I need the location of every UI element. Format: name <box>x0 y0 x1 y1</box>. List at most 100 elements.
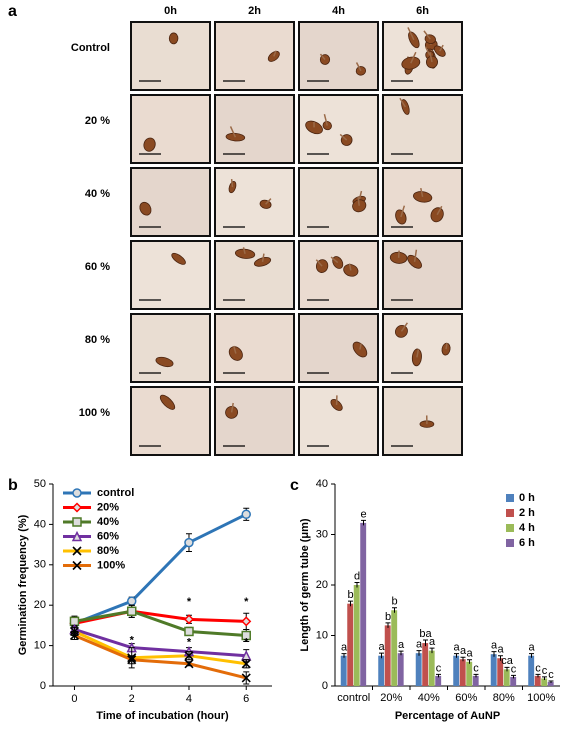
germ-tube <box>416 349 420 358</box>
error-bar <box>529 653 534 658</box>
row-label: 100 % <box>79 407 110 419</box>
significance-letter: a <box>416 639 423 651</box>
y-axis-label: Germination frequency (%) <box>17 514 29 655</box>
error-bar <box>361 519 366 526</box>
bar <box>453 655 460 686</box>
significance-letter: b <box>391 596 397 608</box>
column-header: 2h <box>248 5 261 17</box>
germ-tube <box>315 259 323 267</box>
error-bar <box>392 607 397 613</box>
significance-letter: b <box>347 589 353 601</box>
row-label: 80 % <box>85 334 110 346</box>
legend-label: 100% <box>97 559 125 571</box>
bar <box>472 675 479 686</box>
marker <box>127 655 137 665</box>
significance-letter: ba <box>419 628 432 640</box>
germ-tube <box>410 51 417 64</box>
micrograph <box>214 386 295 456</box>
error-bar <box>398 650 404 656</box>
row-label: 60 % <box>85 261 110 273</box>
panel-label: a <box>8 3 17 20</box>
legend-label: 0 h <box>519 492 535 504</box>
micrograph <box>214 313 295 383</box>
x-tick-label: 0 <box>71 693 77 705</box>
y-tick-label: 50 <box>34 478 46 490</box>
micrograph <box>298 386 379 456</box>
germ-tube <box>399 97 407 108</box>
spore <box>159 394 176 410</box>
y-tick-label: 30 <box>316 528 328 540</box>
legend-marker <box>72 488 82 498</box>
germ-tube <box>348 263 352 271</box>
spore <box>168 32 179 45</box>
y-tick-label: 0 <box>40 680 46 692</box>
y-axis-label: Length of germ tube (μm) <box>299 518 311 652</box>
legend-marker <box>72 517 82 527</box>
germ-tube <box>261 253 265 262</box>
error-bar <box>341 653 347 658</box>
significance-letter: c <box>436 662 442 674</box>
significance-letter: a <box>466 648 473 660</box>
marker <box>241 616 252 627</box>
y-tick-label: 10 <box>34 640 46 652</box>
significance-letter: a <box>378 641 385 653</box>
legend-swatch <box>506 494 514 502</box>
x-tick-label: 100% <box>527 692 555 704</box>
error-bar <box>498 655 503 661</box>
legend-marker <box>71 530 83 542</box>
column-header: 6h <box>416 5 429 17</box>
micrograph <box>382 240 463 310</box>
bar <box>347 603 354 686</box>
error-bar <box>454 653 459 658</box>
bar <box>415 653 422 686</box>
germ-tube <box>429 52 433 63</box>
micrograph <box>130 240 211 310</box>
series-line <box>73 512 247 625</box>
germ-tube <box>355 62 362 72</box>
micrograph <box>130 313 211 383</box>
micrograph <box>382 94 463 164</box>
series-line <box>74 628 247 658</box>
error-bar <box>491 651 497 657</box>
error-bar <box>504 666 510 672</box>
significance-letter: e <box>360 508 366 520</box>
annotation: * <box>244 636 249 648</box>
annotation: * <box>187 596 192 608</box>
germ-tube <box>265 198 272 205</box>
legend-marker <box>72 560 82 571</box>
bar <box>503 669 510 686</box>
bar <box>541 678 548 686</box>
legend-label: 2 h <box>519 507 535 519</box>
germ-tube <box>323 114 328 126</box>
x-axis-label: Percentage of AuNP <box>395 710 500 722</box>
y-tick-label: 20 <box>34 599 46 611</box>
significance-letter: a <box>491 640 498 652</box>
error-bar <box>429 647 435 654</box>
germ-tube <box>424 46 431 56</box>
micrograph <box>298 313 379 383</box>
error-bar <box>511 674 516 679</box>
significance-letter: c <box>535 662 541 674</box>
x-tick-label: 2 <box>129 693 135 705</box>
x-tick-label: 20% <box>380 692 402 704</box>
bar <box>428 650 435 686</box>
significance-letter: c <box>542 665 548 677</box>
y-tick-label: 0 <box>322 680 328 692</box>
error-bar <box>460 656 466 662</box>
germ-tube <box>233 345 237 354</box>
bar <box>510 676 517 686</box>
significance-letter: c <box>548 669 554 681</box>
significance-letter: a <box>497 644 504 656</box>
germ-tube <box>319 53 326 61</box>
bar <box>360 522 367 686</box>
germ-tube <box>397 250 400 258</box>
germ-tube <box>242 247 246 254</box>
spore <box>155 356 174 368</box>
spore <box>143 137 156 152</box>
micrograph <box>130 21 211 91</box>
series-line <box>73 630 247 666</box>
y-tick-label: 20 <box>316 579 328 591</box>
x-tick-label: 60% <box>455 692 477 704</box>
